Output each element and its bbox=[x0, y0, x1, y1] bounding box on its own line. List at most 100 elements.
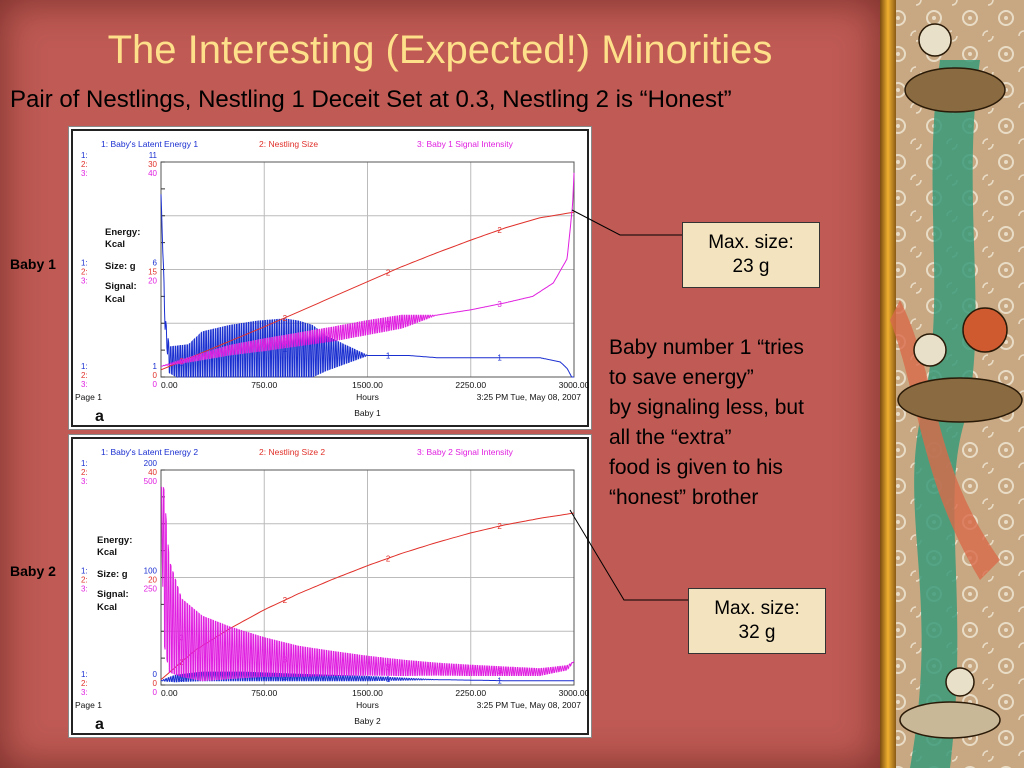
nest-icon bbox=[899, 701, 1001, 739]
axis-label: Signal: bbox=[97, 589, 129, 600]
x-tick-label: 3000.00 bbox=[559, 380, 590, 390]
series-marker-1: 1 bbox=[283, 673, 288, 682]
axis-label: Energy: bbox=[105, 227, 140, 238]
chart-baby2-svg: 1: Baby's Latent Energy 2 2: Nestling Siz… bbox=[71, 437, 590, 735]
scale-value: 250 bbox=[144, 585, 158, 594]
scale-prefix: 1: bbox=[81, 567, 88, 576]
scale-prefix: 3: bbox=[81, 277, 88, 286]
explanation-line: “honest” brother bbox=[609, 486, 759, 509]
legend-entry: 3: Baby 2 Signal Intensity bbox=[417, 447, 514, 457]
legend-entry: 2: Nestling Size 2 bbox=[259, 447, 325, 457]
axis-label: Size: g bbox=[97, 569, 128, 580]
scale-prefix: 2: bbox=[81, 679, 88, 688]
scale-value: 1 bbox=[153, 362, 158, 371]
scale-value: 20 bbox=[148, 576, 157, 585]
series-line-3 bbox=[160, 172, 575, 367]
scale-value: 40 bbox=[148, 169, 157, 178]
scale-value: 15 bbox=[148, 268, 157, 277]
page-label: Page 1 bbox=[75, 392, 102, 402]
bird-icon bbox=[945, 667, 975, 697]
legend-entry: 2: Nestling Size bbox=[259, 139, 318, 149]
legend-entry: 1: Baby's Latent Energy 2 bbox=[101, 447, 198, 457]
scale-prefix: 3: bbox=[81, 477, 88, 486]
scale-prefix: 3: bbox=[81, 585, 88, 594]
scale-prefix: 3: bbox=[81, 169, 88, 178]
series-marker-2: 2 bbox=[386, 554, 391, 563]
series-line-2 bbox=[160, 211, 575, 371]
legend-entry: 3: Baby 1 Signal Intensity bbox=[417, 139, 514, 149]
scale-value: 6 bbox=[153, 259, 158, 268]
baby2-label: Baby 2 bbox=[10, 563, 56, 579]
explanation-line: Baby number 1 “tries bbox=[609, 336, 804, 359]
axis-label: Kcal bbox=[105, 239, 125, 250]
scale-prefix: 1: bbox=[81, 151, 88, 160]
series-marker-3: 3 bbox=[386, 320, 391, 329]
axis-label: Size: g bbox=[105, 261, 136, 272]
axis-label: Kcal bbox=[97, 602, 117, 613]
x-tick-label: 1500.00 bbox=[352, 688, 383, 698]
scale-prefix: 1: bbox=[81, 362, 88, 371]
explanation-line: by signaling less, but bbox=[609, 396, 804, 419]
leaf-shape bbox=[890, 300, 1000, 580]
callout-leaders bbox=[569, 209, 688, 601]
callout2-leader bbox=[569, 509, 688, 601]
axis-label: Signal: bbox=[105, 281, 137, 292]
series-line-1 bbox=[160, 671, 574, 683]
scale-prefix: 1: bbox=[81, 259, 88, 268]
scale-value: 30 bbox=[148, 160, 157, 169]
series-marker-3: 3 bbox=[179, 357, 184, 366]
series-marker-1: 1 bbox=[179, 674, 184, 683]
x-tick-label: 750.00 bbox=[251, 380, 277, 390]
series-marker-2: 2 bbox=[283, 314, 288, 323]
x-tick-label: 3000.00 bbox=[559, 688, 590, 698]
x-axis-label: Hours bbox=[356, 392, 379, 402]
scale-value: 0 bbox=[153, 688, 158, 697]
bird-icon bbox=[918, 23, 952, 57]
scale-prefix: 3: bbox=[81, 380, 88, 389]
series-marker-1: 1 bbox=[497, 677, 502, 686]
chart-baby1: 1: Baby's Latent Energy 1 2: Nestling Siz… bbox=[68, 126, 592, 430]
series-marker-3: 3 bbox=[283, 656, 288, 665]
series-marker-2: 2 bbox=[497, 522, 502, 531]
series-marker-3: 3 bbox=[386, 663, 391, 672]
callout1-line1: Max. size: bbox=[708, 232, 794, 253]
scale-value: 20 bbox=[148, 277, 157, 286]
scale-prefix: 2: bbox=[81, 160, 88, 169]
chart-caption: Baby 1 bbox=[354, 408, 381, 418]
timestamp: 3:25 PM Tue, May 08, 2007 bbox=[477, 700, 582, 710]
x-tick-label: 1500.00 bbox=[352, 380, 383, 390]
x-axis-label: Hours bbox=[356, 700, 379, 710]
bird-icon bbox=[913, 333, 947, 367]
x-tick-label: 2250.00 bbox=[455, 380, 486, 390]
callout-max-size-2: Max. size: 32 g bbox=[688, 588, 826, 654]
series-marker-2: 2 bbox=[497, 226, 502, 235]
scale-prefix: 1: bbox=[81, 459, 88, 468]
series-marker-3: 3 bbox=[497, 667, 502, 676]
x-tick-label: 0.00 bbox=[161, 688, 178, 698]
timestamp: 3:25 PM Tue, May 08, 2007 bbox=[477, 392, 582, 402]
x-tick-label: 2250.00 bbox=[455, 688, 486, 698]
callout1-line2: 23 g bbox=[732, 256, 770, 277]
axis-label: Energy: bbox=[97, 535, 132, 546]
x-tick-label: 750.00 bbox=[251, 688, 277, 698]
nest-icon bbox=[897, 377, 1023, 423]
scale-prefix: 2: bbox=[81, 468, 88, 477]
nest-icon bbox=[904, 67, 1006, 113]
explanation-line: all the “extra” bbox=[609, 426, 732, 449]
explanation-line: to save energy” bbox=[609, 366, 754, 389]
series-marker-1: 1 bbox=[497, 354, 502, 363]
lock-icon: a bbox=[95, 408, 104, 425]
chart-baby1-svg: 1: Baby's Latent Energy 1 2: Nestling Siz… bbox=[71, 129, 590, 427]
series-marker-1: 1 bbox=[283, 345, 288, 354]
scale-prefix: 2: bbox=[81, 576, 88, 585]
scale-prefix: 2: bbox=[81, 371, 88, 380]
slide-title: The Interesting (Expected!) Minorities bbox=[107, 28, 773, 72]
page-label: Page 1 bbox=[75, 700, 102, 710]
axis-label: Kcal bbox=[97, 547, 117, 558]
explanation-line: food is given to his bbox=[609, 456, 783, 479]
scale-value: 11 bbox=[149, 151, 158, 160]
scale-prefix: 1: bbox=[81, 670, 88, 679]
chart-baby2: 1: Baby's Latent Energy 2 2: Nestling Siz… bbox=[68, 434, 592, 738]
scale-value: 100 bbox=[144, 567, 158, 576]
